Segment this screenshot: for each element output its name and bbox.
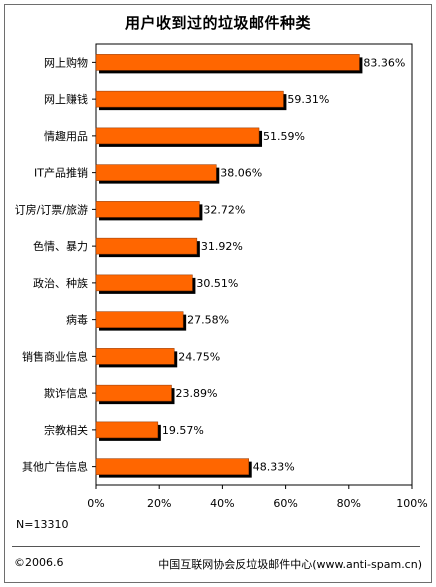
bar [95, 384, 172, 402]
x-tick-label: 80% [337, 497, 361, 510]
bar [95, 127, 260, 145]
x-tick-label: 0% [87, 497, 104, 510]
category-label: 欺诈信息 [44, 386, 88, 400]
bar [95, 164, 217, 181]
bar [95, 311, 184, 328]
category-label: 政治、种族 [33, 276, 88, 290]
value-label: 30.51% [196, 277, 238, 290]
bar [95, 458, 249, 475]
chart-title: 用户收到过的垃圾邮件种类 [124, 14, 311, 32]
value-label: 27.58% [187, 314, 229, 327]
plot-area [95, 43, 413, 486]
sample-size-note: N=13310 [16, 518, 69, 531]
bar [95, 90, 284, 108]
value-label: 32.72% [203, 203, 245, 216]
category-label: 网上购物 [44, 55, 88, 69]
source-text: 中国互联网协会反垃圾邮件中心(www.anti-spam.cn) [158, 558, 422, 571]
bar [95, 348, 175, 365]
category-label: 情趣用品 [44, 129, 88, 143]
value-label: 24.75% [178, 350, 220, 363]
value-label: 38.06% [220, 167, 262, 180]
category-label: IT产品推销 [34, 166, 88, 180]
copyright-text: ©2006.6 [14, 556, 64, 569]
category-label: 销售商业信息 [22, 349, 88, 363]
category-label: 订房/订票/旅游 [15, 202, 88, 216]
bar [95, 237, 198, 255]
value-label: 59.31% [287, 93, 329, 106]
x-tick-label: 20% [147, 497, 171, 510]
value-label: 83.36% [363, 56, 405, 69]
category-label: 色情、暴力 [33, 239, 88, 253]
bar [95, 421, 159, 439]
category-label: 其他广告信息 [22, 460, 88, 474]
value-label: 48.33% [253, 461, 295, 474]
x-tick-label: 60% [273, 497, 297, 510]
value-label: 19.57% [162, 424, 204, 437]
x-tick-label: 100% [396, 497, 427, 510]
category-label: 网上赚钱 [44, 92, 88, 106]
x-tick-label: 40% [210, 497, 234, 510]
value-label: 51.59% [263, 130, 305, 143]
bar [95, 54, 360, 71]
value-label: 23.89% [175, 387, 217, 400]
category-label: 病毒 [66, 313, 88, 327]
value-label: 31.92% [201, 240, 243, 253]
category-label: 宗教相关 [44, 423, 88, 437]
bar [95, 201, 200, 218]
bar [95, 274, 193, 292]
footer-divider [12, 546, 420, 547]
